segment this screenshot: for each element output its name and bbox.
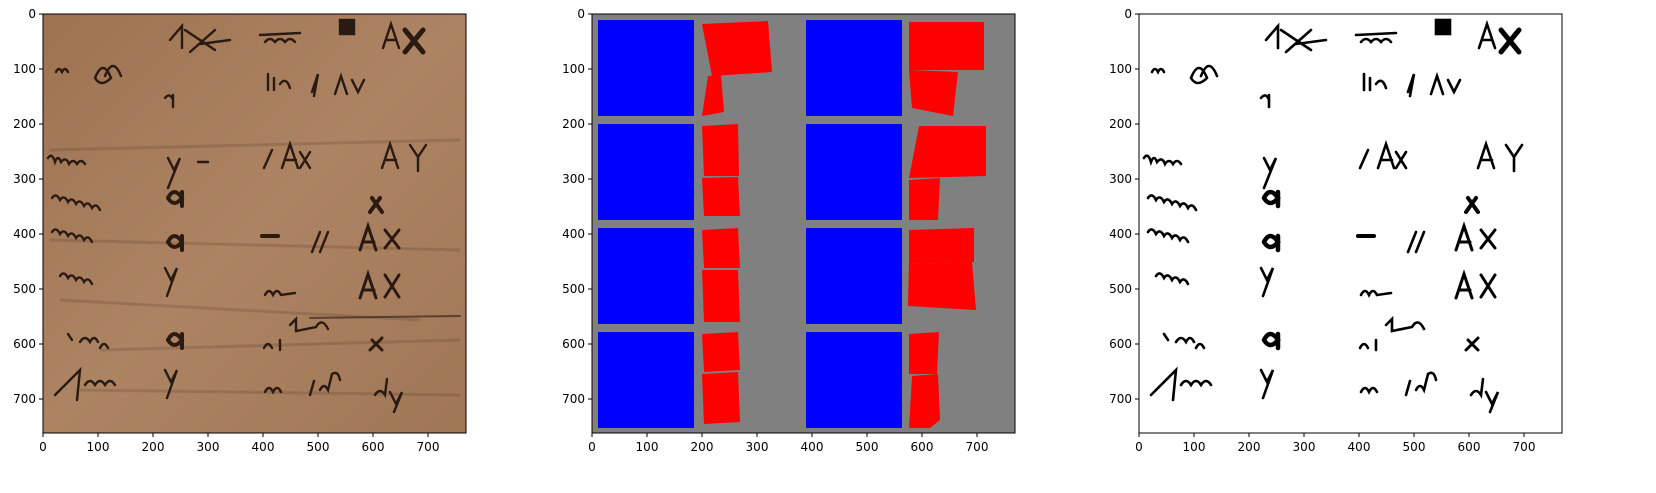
original-scan-x-tick-labels: 0 100 200 300 400 500 600 700 bbox=[39, 440, 439, 454]
x-tick-label: 100 bbox=[87, 440, 110, 454]
y-tick-label: 500 bbox=[1109, 282, 1132, 296]
image-region bbox=[806, 228, 902, 324]
x-tick-label: 300 bbox=[746, 440, 769, 454]
y-tick-label: 700 bbox=[562, 392, 585, 406]
y-tick-label: 300 bbox=[562, 172, 585, 186]
text-region bbox=[908, 262, 976, 310]
text-region bbox=[702, 372, 740, 424]
y-tick-label: 500 bbox=[562, 282, 585, 296]
binarized-figure: 0 100 200 300 400 500 600 700 0 100 200 … bbox=[1109, 7, 1563, 454]
original-scan-axis-ticks bbox=[39, 13, 429, 437]
x-tick-label: 100 bbox=[636, 440, 659, 454]
x-tick-label: 200 bbox=[1238, 440, 1261, 454]
binarized-x-tick-labels: 0 100 200 300 400 500 600 700 bbox=[1135, 440, 1535, 454]
original-scan-figure: 0 100 200 300 400 500 600 700 0 100 200 … bbox=[13, 7, 467, 454]
text-region bbox=[909, 178, 940, 220]
text-region bbox=[702, 21, 772, 76]
binarized-axis-ticks bbox=[1135, 13, 1525, 437]
text-region bbox=[702, 270, 740, 322]
layout-mask-x-tick-labels: 0 100 200 300 400 500 600 700 bbox=[588, 440, 988, 454]
layout-mask-panel: 0 100 200 300 400 500 600 700 0 100 200 … bbox=[550, 0, 1050, 493]
y-tick-label: 100 bbox=[562, 62, 585, 76]
x-tick-label: 0 bbox=[1135, 440, 1143, 454]
x-tick-label: 500 bbox=[307, 440, 330, 454]
image-region bbox=[598, 20, 694, 116]
text-region bbox=[909, 332, 939, 374]
x-tick-label: 300 bbox=[197, 440, 220, 454]
x-tick-label: 600 bbox=[911, 440, 934, 454]
text-region bbox=[702, 228, 740, 268]
y-tick-label: 200 bbox=[562, 117, 585, 131]
y-tick-label: 600 bbox=[1109, 337, 1132, 351]
y-tick-label: 0 bbox=[1124, 7, 1132, 21]
text-regions bbox=[702, 21, 986, 428]
original-scan-panel: 0 100 200 300 400 500 600 700 0 100 200 … bbox=[0, 0, 500, 493]
image-regions bbox=[598, 20, 902, 428]
y-tick-label: 600 bbox=[13, 337, 36, 351]
x-tick-label: 400 bbox=[1348, 440, 1371, 454]
text-region bbox=[702, 124, 739, 176]
text-region bbox=[702, 332, 740, 372]
y-tick-label: 700 bbox=[13, 392, 36, 406]
y-tick-label: 700 bbox=[1109, 392, 1132, 406]
original-scan-y-tick-labels: 0 100 200 300 400 500 600 700 bbox=[13, 7, 36, 406]
x-tick-label: 500 bbox=[856, 440, 879, 454]
x-tick-label: 200 bbox=[691, 440, 714, 454]
y-tick-label: 100 bbox=[13, 62, 36, 76]
y-tick-label: 300 bbox=[13, 172, 36, 186]
binarized-image bbox=[1138, 13, 1563, 434]
image-region bbox=[806, 124, 902, 220]
y-tick-label: 100 bbox=[1109, 62, 1132, 76]
x-tick-label: 100 bbox=[1183, 440, 1206, 454]
text-region bbox=[909, 70, 958, 116]
x-tick-label: 400 bbox=[801, 440, 824, 454]
binarized-y-tick-labels: 0 100 200 300 400 500 600 700 bbox=[1109, 7, 1132, 406]
y-tick-label: 500 bbox=[13, 282, 36, 296]
text-region bbox=[909, 228, 974, 264]
x-tick-label: 600 bbox=[1458, 440, 1481, 454]
x-tick-label: 0 bbox=[39, 440, 47, 454]
layout-mask-y-tick-labels: 0 100 200 300 400 500 600 700 bbox=[562, 7, 585, 406]
handwriting-strokes-right bbox=[258, 18, 461, 414]
x-tick-label: 400 bbox=[252, 440, 275, 454]
text-region bbox=[702, 75, 724, 116]
y-tick-label: 400 bbox=[13, 227, 36, 241]
y-tick-label: 200 bbox=[13, 117, 36, 131]
image-region bbox=[598, 228, 694, 324]
x-tick-label: 0 bbox=[588, 440, 596, 454]
y-tick-label: 600 bbox=[562, 337, 585, 351]
image-region bbox=[806, 332, 902, 428]
y-tick-label: 0 bbox=[28, 7, 36, 21]
parchment-image bbox=[42, 13, 467, 434]
parchment-streaks bbox=[49, 138, 461, 397]
text-region bbox=[909, 374, 940, 428]
x-tick-label: 700 bbox=[1513, 440, 1536, 454]
x-tick-label: 300 bbox=[1293, 440, 1316, 454]
x-tick-label: 500 bbox=[1403, 440, 1426, 454]
y-tick-label: 0 bbox=[577, 7, 585, 21]
x-tick-label: 200 bbox=[142, 440, 165, 454]
binarized-panel: 0 100 200 300 400 500 600 700 0 100 200 … bbox=[1096, 0, 1596, 493]
text-region bbox=[909, 126, 986, 178]
y-tick-label: 400 bbox=[1109, 227, 1132, 241]
image-region bbox=[806, 20, 902, 116]
text-region bbox=[909, 22, 984, 70]
x-tick-label: 700 bbox=[417, 440, 440, 454]
image-region bbox=[598, 332, 694, 428]
y-tick-label: 400 bbox=[562, 227, 585, 241]
y-tick-label: 300 bbox=[1109, 172, 1132, 186]
handwriting-strokes bbox=[46, 22, 232, 402]
layout-mask-axis-ticks bbox=[588, 13, 978, 437]
y-tick-label: 200 bbox=[1109, 117, 1132, 131]
image-region bbox=[598, 124, 694, 220]
binarized-strokes bbox=[1142, 18, 1524, 414]
x-tick-label: 600 bbox=[362, 440, 385, 454]
x-tick-label: 700 bbox=[966, 440, 989, 454]
text-region bbox=[702, 177, 740, 216]
layout-mask-figure: 0 100 200 300 400 500 600 700 0 100 200 … bbox=[562, 7, 1016, 454]
